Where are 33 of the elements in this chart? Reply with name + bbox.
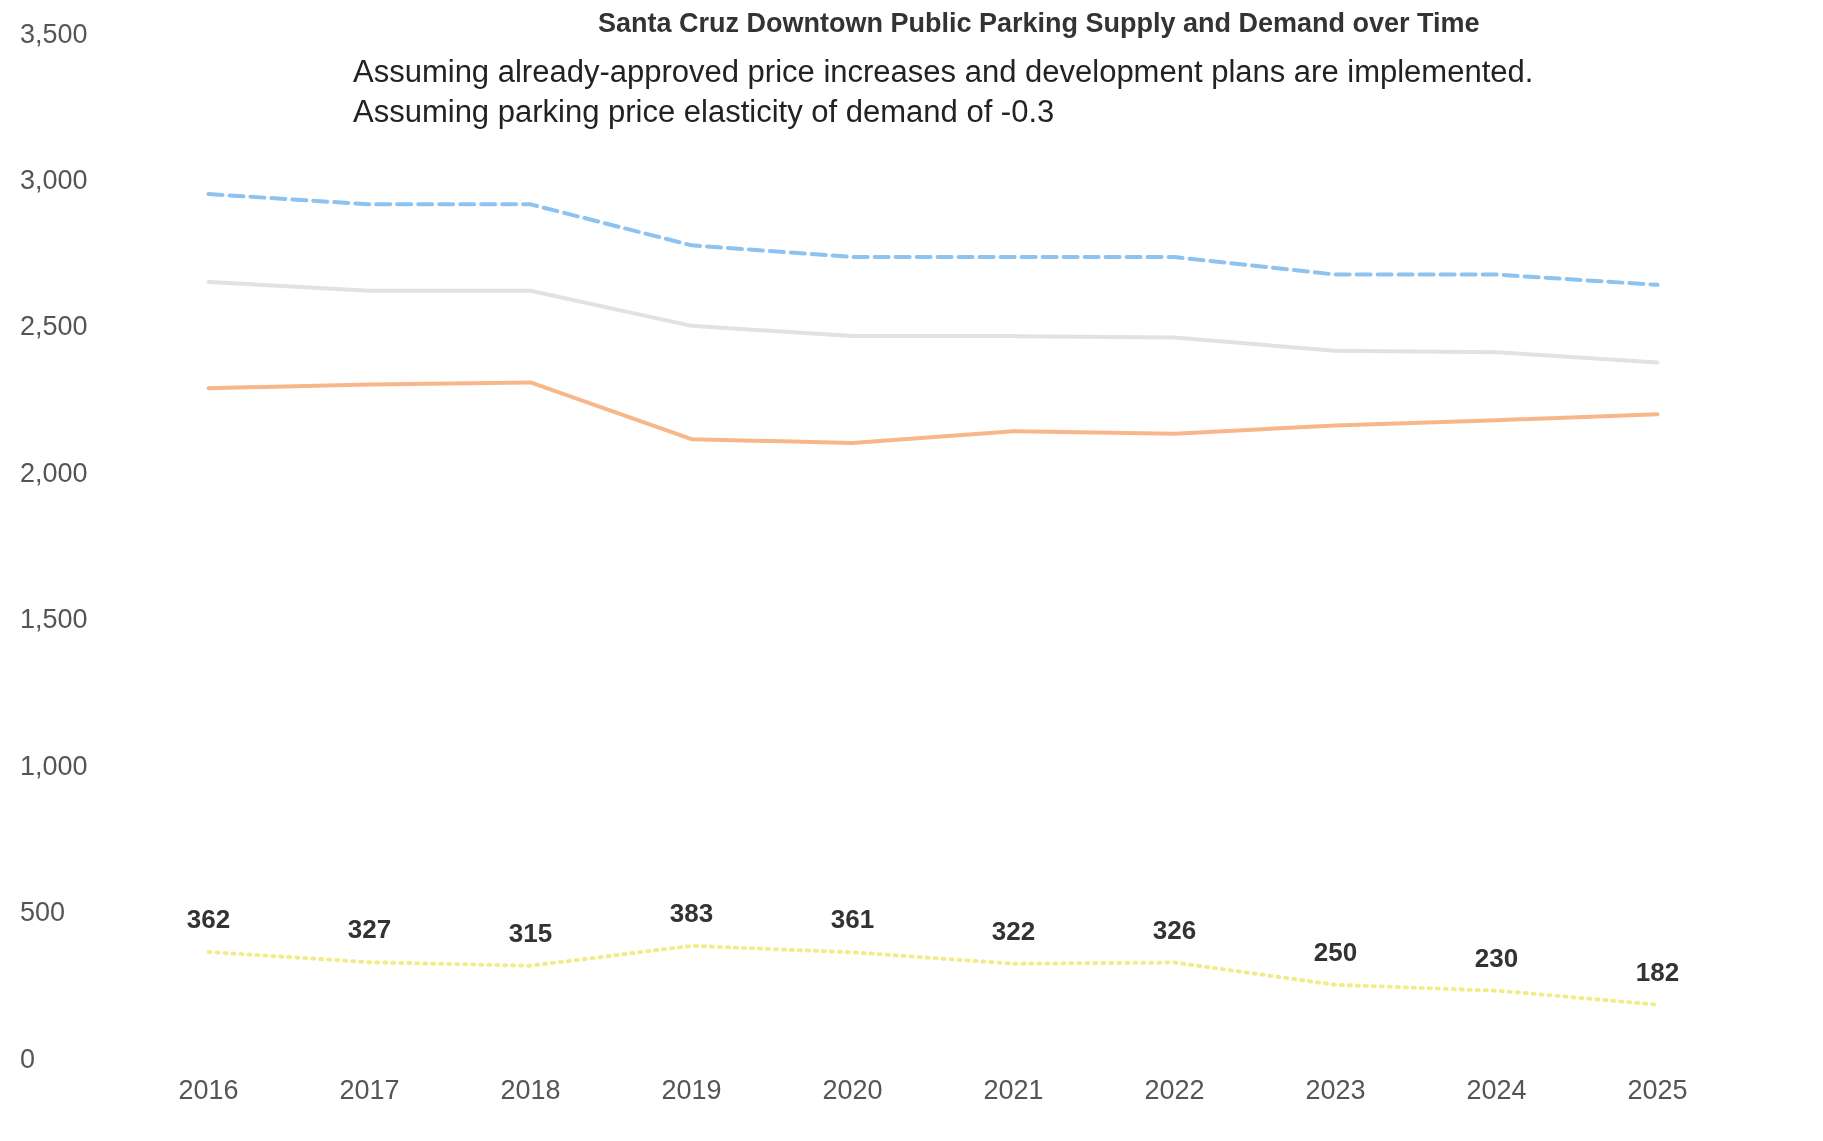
line-series xyxy=(206,380,1660,445)
data-label: 383 xyxy=(669,897,714,928)
y-tick-label: 3,000 xyxy=(20,165,88,196)
x-tick-label: 2023 xyxy=(1305,1075,1366,1106)
x-tick-label: 2022 xyxy=(1144,1075,1205,1106)
text: Assuming already-approved price increases and development plans are implemented. Assuming parking price elasticity of demand of -0.3 xyxy=(353,53,1534,131)
x-tick-label: 2016 xyxy=(178,1075,239,1106)
y-tick-label: 3,500 xyxy=(20,18,88,49)
line-series xyxy=(206,192,1660,287)
x-tick-label: 2021 xyxy=(983,1075,1044,1106)
data-label: 230 xyxy=(1474,942,1519,973)
x-tick-label: 2025 xyxy=(1627,1075,1688,1106)
data-label: 250 xyxy=(1313,936,1358,967)
x-tick-label: 2024 xyxy=(1466,1075,1527,1106)
data-label: 327 xyxy=(347,914,392,945)
data-label: 326 xyxy=(1152,914,1197,945)
data-label: 315 xyxy=(508,917,553,948)
y-tick-label: 500 xyxy=(20,897,66,928)
y-tick-label: 0 xyxy=(20,1043,36,1074)
y-tick-label: 2,000 xyxy=(20,457,88,488)
x-tick-label: 2019 xyxy=(661,1075,722,1106)
y-tick-label: 1,500 xyxy=(20,604,88,635)
y-tick-label: 1,000 xyxy=(20,750,88,781)
data-label: 182 xyxy=(1635,956,1680,987)
line-series xyxy=(206,279,1660,365)
data-label: 362 xyxy=(186,903,231,934)
y-tick-label: 2,500 xyxy=(20,311,88,342)
chart-title: Santa Cruz Downtown Public Parking Supply and Demand over Time xyxy=(598,8,1480,39)
x-tick-label: 2018 xyxy=(500,1075,561,1106)
data-label: 361 xyxy=(830,904,875,935)
data-label: 322 xyxy=(991,915,1036,946)
x-tick-label: 2020 xyxy=(822,1075,883,1106)
x-tick-label: 2017 xyxy=(339,1075,400,1106)
